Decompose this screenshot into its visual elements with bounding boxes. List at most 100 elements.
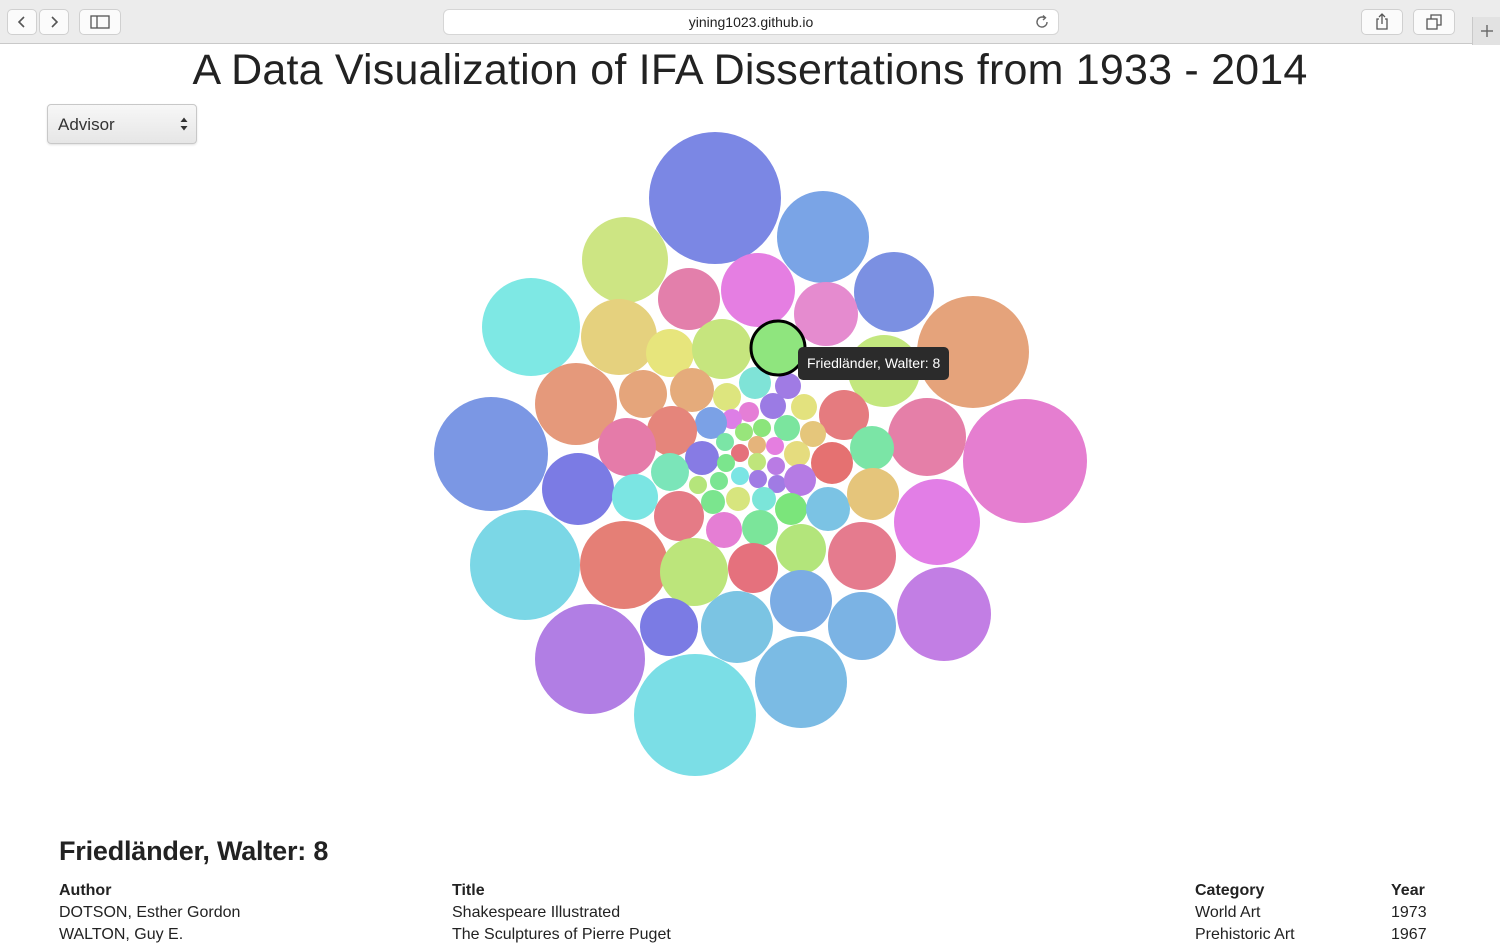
sidebar-button[interactable]: [79, 9, 121, 35]
advisor-bubble[interactable]: [768, 475, 786, 493]
advisor-bubble[interactable]: [800, 421, 826, 447]
advisor-bubble[interactable]: [791, 394, 817, 420]
advisor-bubble[interactable]: [598, 418, 656, 476]
advisor-bubble[interactable]: [766, 437, 784, 455]
dissertations-table: Author Title Category Year DOTSON, Esthe…: [59, 880, 1439, 946]
table-header-row: Author Title Category Year: [59, 880, 1439, 902]
advisor-bubble[interactable]: [753, 419, 771, 437]
advisor-bubble[interactable]: [434, 397, 548, 511]
advisor-bubble[interactable]: [828, 592, 896, 660]
advisor-bubble[interactable]: [794, 282, 858, 346]
advisor-bubble[interactable]: [819, 390, 869, 440]
advisor-bubble[interactable]: [748, 436, 766, 454]
tabs-button[interactable]: [1413, 9, 1455, 35]
advisor-bubble[interactable]: [535, 363, 617, 445]
advisor-bubble[interactable]: [777, 191, 869, 283]
advisor-bubble[interactable]: [731, 444, 749, 462]
cell-year: 1973: [1391, 904, 1427, 921]
advisor-bubble[interactable]: [482, 278, 580, 376]
address-bar[interactable]: yining1023.github.io: [443, 9, 1059, 35]
table-row: DOTSON, Esther Gordon Shakespeare Illust…: [59, 902, 1439, 924]
advisor-bubble[interactable]: [721, 253, 795, 327]
advisor-bubble-selected[interactable]: [749, 319, 807, 377]
advisor-bubble[interactable]: [582, 217, 668, 303]
advisor-bubble[interactable]: [888, 398, 966, 476]
sidebar-icon: [90, 15, 110, 29]
advisor-bubble[interactable]: [692, 319, 752, 379]
advisor-bubble[interactable]: [649, 132, 781, 264]
table-row: WALTON, Guy E. The Sculptures of Pierre …: [59, 924, 1439, 946]
advisor-bubble[interactable]: [752, 487, 776, 511]
advisor-bubble[interactable]: [581, 299, 657, 375]
advisor-bubble[interactable]: [735, 423, 753, 441]
advisor-bubble[interactable]: [760, 393, 786, 419]
advisor-bubble[interactable]: [784, 464, 816, 496]
advisor-bubble[interactable]: [775, 493, 807, 525]
share-button[interactable]: [1361, 9, 1403, 35]
advisor-bubble[interactable]: [647, 406, 697, 456]
advisor-bubble[interactable]: [470, 510, 580, 620]
advisor-bubble[interactable]: [850, 426, 894, 470]
advisor-bubble[interactable]: [542, 453, 614, 525]
advisor-bubble[interactable]: [755, 636, 847, 728]
back-button[interactable]: [7, 9, 37, 35]
advisor-bubble[interactable]: [670, 368, 714, 412]
chevron-left-icon: [17, 16, 25, 28]
advisor-bubble[interactable]: [811, 442, 853, 484]
column-header-year: Year: [1391, 882, 1425, 899]
advisor-bubble[interactable]: [701, 591, 773, 663]
advisor-bubble[interactable]: [894, 479, 980, 565]
advisor-bubble[interactable]: [710, 472, 728, 490]
advisor-bubble[interactable]: [713, 383, 741, 411]
advisor-bubble[interactable]: [806, 487, 850, 531]
advisor-bubble[interactable]: [728, 543, 778, 593]
advisor-bubble[interactable]: [767, 457, 785, 475]
advisor-bubble[interactable]: [749, 470, 767, 488]
advisor-bubble[interactable]: [774, 415, 800, 441]
advisor-bubble[interactable]: [660, 538, 728, 606]
forward-button[interactable]: [39, 9, 69, 35]
advisor-bubble[interactable]: [739, 367, 771, 399]
new-tab-button[interactable]: [1472, 17, 1500, 45]
cell-title: The Sculptures of Pierre Puget: [452, 926, 671, 943]
advisor-bubble[interactable]: [651, 453, 689, 491]
advisor-bubble[interactable]: [701, 490, 725, 514]
advisor-bubble[interactable]: [640, 598, 698, 656]
advisor-bubble[interactable]: [726, 487, 750, 511]
reload-button[interactable]: [1034, 14, 1050, 33]
advisor-bubble[interactable]: [770, 570, 832, 632]
advisor-bubble[interactable]: [716, 433, 734, 451]
browser-toolbar: yining1023.github.io: [0, 0, 1500, 45]
advisor-bubble[interactable]: [535, 604, 645, 714]
advisor-bubble[interactable]: [646, 329, 694, 377]
advisor-bubble[interactable]: [917, 296, 1029, 408]
advisor-bubble[interactable]: [654, 491, 704, 541]
advisor-bubble[interactable]: [854, 252, 934, 332]
advisor-bubble[interactable]: [739, 402, 759, 422]
advisor-bubble[interactable]: [612, 474, 658, 520]
advisor-bubble[interactable]: [784, 441, 810, 467]
advisor-bubble[interactable]: [897, 567, 991, 661]
select-arrows-icon: [180, 117, 188, 131]
advisor-bubble[interactable]: [580, 521, 668, 609]
column-header-title: Title: [452, 882, 485, 899]
advisor-bubble[interactable]: [748, 453, 766, 471]
advisor-bubble[interactable]: [706, 512, 742, 548]
advisor-bubble[interactable]: [742, 510, 778, 546]
advisor-bubble[interactable]: [963, 399, 1087, 523]
advisor-bubble[interactable]: [731, 467, 749, 485]
advisor-bubble[interactable]: [658, 268, 720, 330]
advisor-bubble[interactable]: [722, 409, 742, 429]
advisor-bubble[interactable]: [695, 407, 727, 439]
advisor-bubble[interactable]: [775, 373, 801, 399]
advisor-bubble[interactable]: [634, 654, 756, 776]
advisor-bubble[interactable]: [619, 370, 667, 418]
advisor-bubble[interactable]: [717, 454, 735, 472]
advisor-bubble[interactable]: [847, 468, 899, 520]
advisor-bubble[interactable]: [689, 476, 707, 494]
advisor-bubble[interactable]: [685, 441, 719, 475]
advisor-bubble[interactable]: [776, 524, 826, 574]
advisor-bubble[interactable]: [828, 522, 896, 590]
group-by-select[interactable]: Advisor: [47, 104, 197, 144]
cell-author: DOTSON, Esther Gordon: [59, 904, 241, 921]
